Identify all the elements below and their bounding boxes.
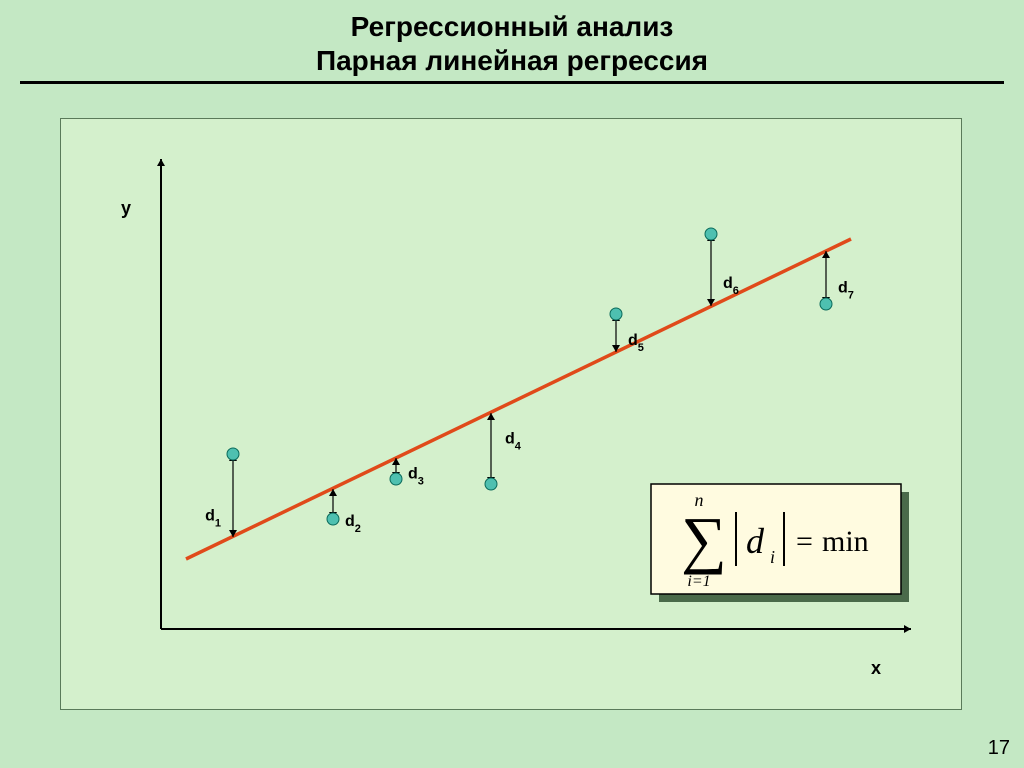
- data-point-1: [227, 448, 239, 460]
- title-line-2: Парная линейная регрессия: [0, 44, 1024, 78]
- rhs-min: min: [822, 525, 869, 558]
- title-line-1: Регрессионный анализ: [0, 10, 1024, 44]
- slide: Регрессионный анализ Парная линейная рег…: [0, 0, 1024, 768]
- data-point-3: [390, 473, 402, 485]
- x-axis-label: x: [871, 658, 881, 678]
- residual-label-2: d2: [345, 513, 361, 535]
- residual-label-6: d6: [723, 275, 739, 297]
- residual-label-3: d3: [408, 466, 424, 488]
- abs-var: d: [746, 521, 765, 561]
- data-point-6: [705, 228, 717, 240]
- regression-chart: y x d1 d2 d3 d4 d5 d6 d7 ∑n i=1 di = min: [61, 119, 961, 709]
- residual-label-1: d1: [205, 508, 221, 530]
- y-axis-label: y: [121, 198, 131, 218]
- residual-label-4: d4: [505, 431, 522, 453]
- data-point-4: [485, 478, 497, 490]
- chart-area: y x d1 d2 d3 d4 d5 d6 d7 ∑n i=1 di = min: [60, 118, 962, 710]
- data-point-7: [820, 298, 832, 310]
- sum-lower: i=1: [687, 573, 710, 590]
- abs-sub: i: [770, 547, 775, 567]
- equals: =: [796, 525, 813, 558]
- residual-label-5: d5: [628, 332, 644, 354]
- residual-label-7: d7: [838, 280, 854, 302]
- page-number: 17: [988, 737, 1010, 760]
- data-point-5: [610, 308, 622, 320]
- sum-upper: n: [695, 490, 704, 510]
- data-point-2: [327, 513, 339, 525]
- title-divider: [20, 81, 1004, 84]
- sigma-symbol: ∑: [681, 504, 727, 575]
- slide-title: Регрессионный анализ Парная линейная рег…: [0, 0, 1024, 77]
